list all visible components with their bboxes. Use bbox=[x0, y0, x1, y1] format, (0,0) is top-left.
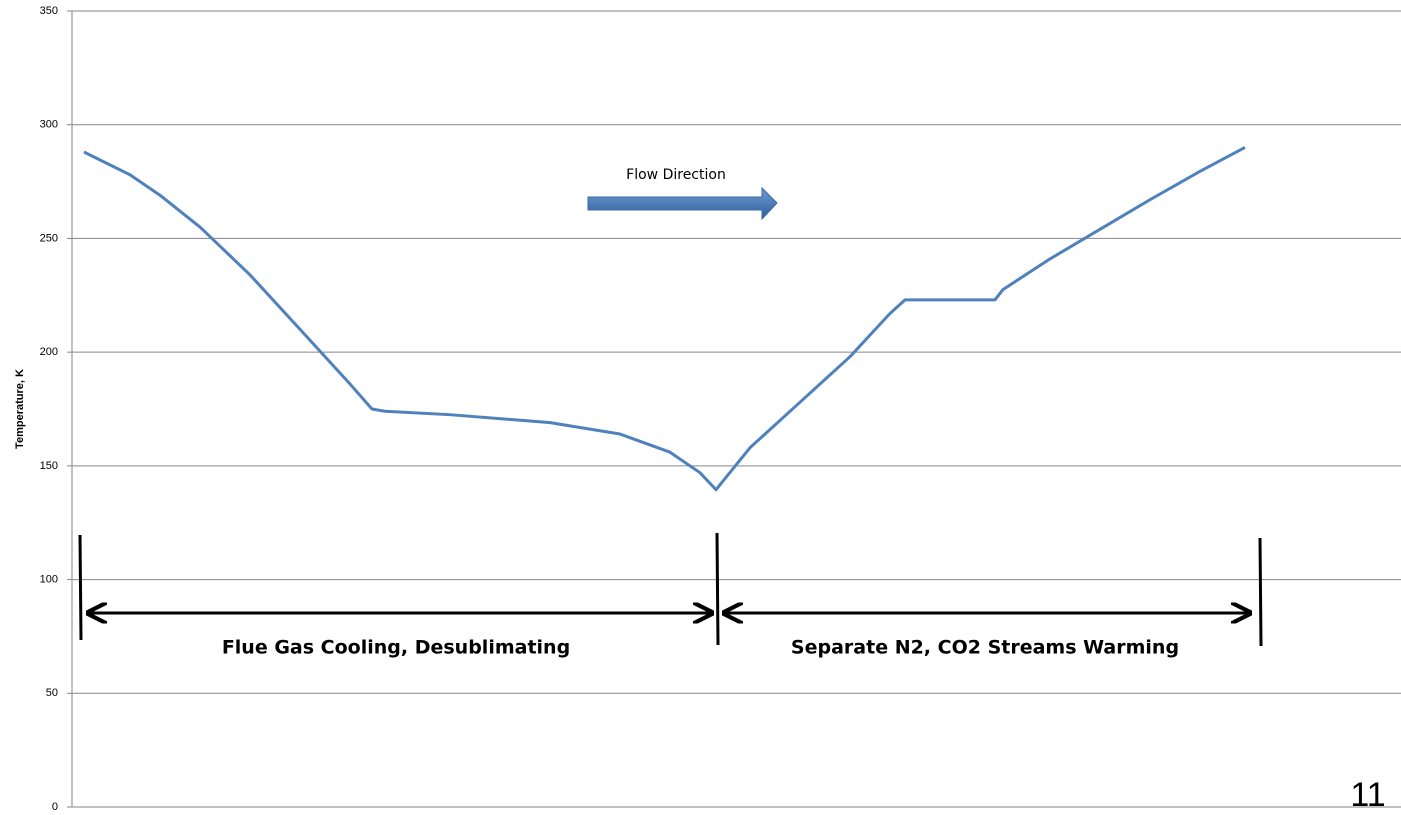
line-series bbox=[83, 146, 1246, 492]
y-tick-label: 350 bbox=[40, 5, 58, 17]
plot bbox=[83, 146, 1246, 492]
annotation: Flue Gas Cooling, Desublimating bbox=[222, 637, 570, 659]
y-tick-label: 300 bbox=[40, 119, 58, 131]
range-bar bbox=[715, 532, 720, 646]
arrow-shape bbox=[587, 186, 778, 221]
annotation: Flow Direction bbox=[626, 167, 726, 183]
y-tick-label: 100 bbox=[40, 573, 58, 585]
y-tick-label: 200 bbox=[40, 346, 58, 358]
flow-arrow bbox=[587, 186, 778, 221]
y-axis-label: Temperature, K bbox=[14, 369, 26, 449]
y-tick-label: 50 bbox=[46, 687, 58, 699]
range-markers bbox=[78, 532, 1263, 647]
range-bar bbox=[78, 534, 83, 641]
page-number: 11 bbox=[1350, 776, 1385, 814]
annotation: Separate N2, CO2 Streams Warming bbox=[791, 637, 1179, 659]
y-tick-label: 150 bbox=[40, 460, 58, 472]
y-tick-label: 250 bbox=[40, 232, 58, 244]
range-bar bbox=[1258, 537, 1263, 647]
y-tick-label: 0 bbox=[52, 801, 58, 813]
y-axis: 0 50 100 150 200 250 300 350 bbox=[40, 5, 1401, 813]
